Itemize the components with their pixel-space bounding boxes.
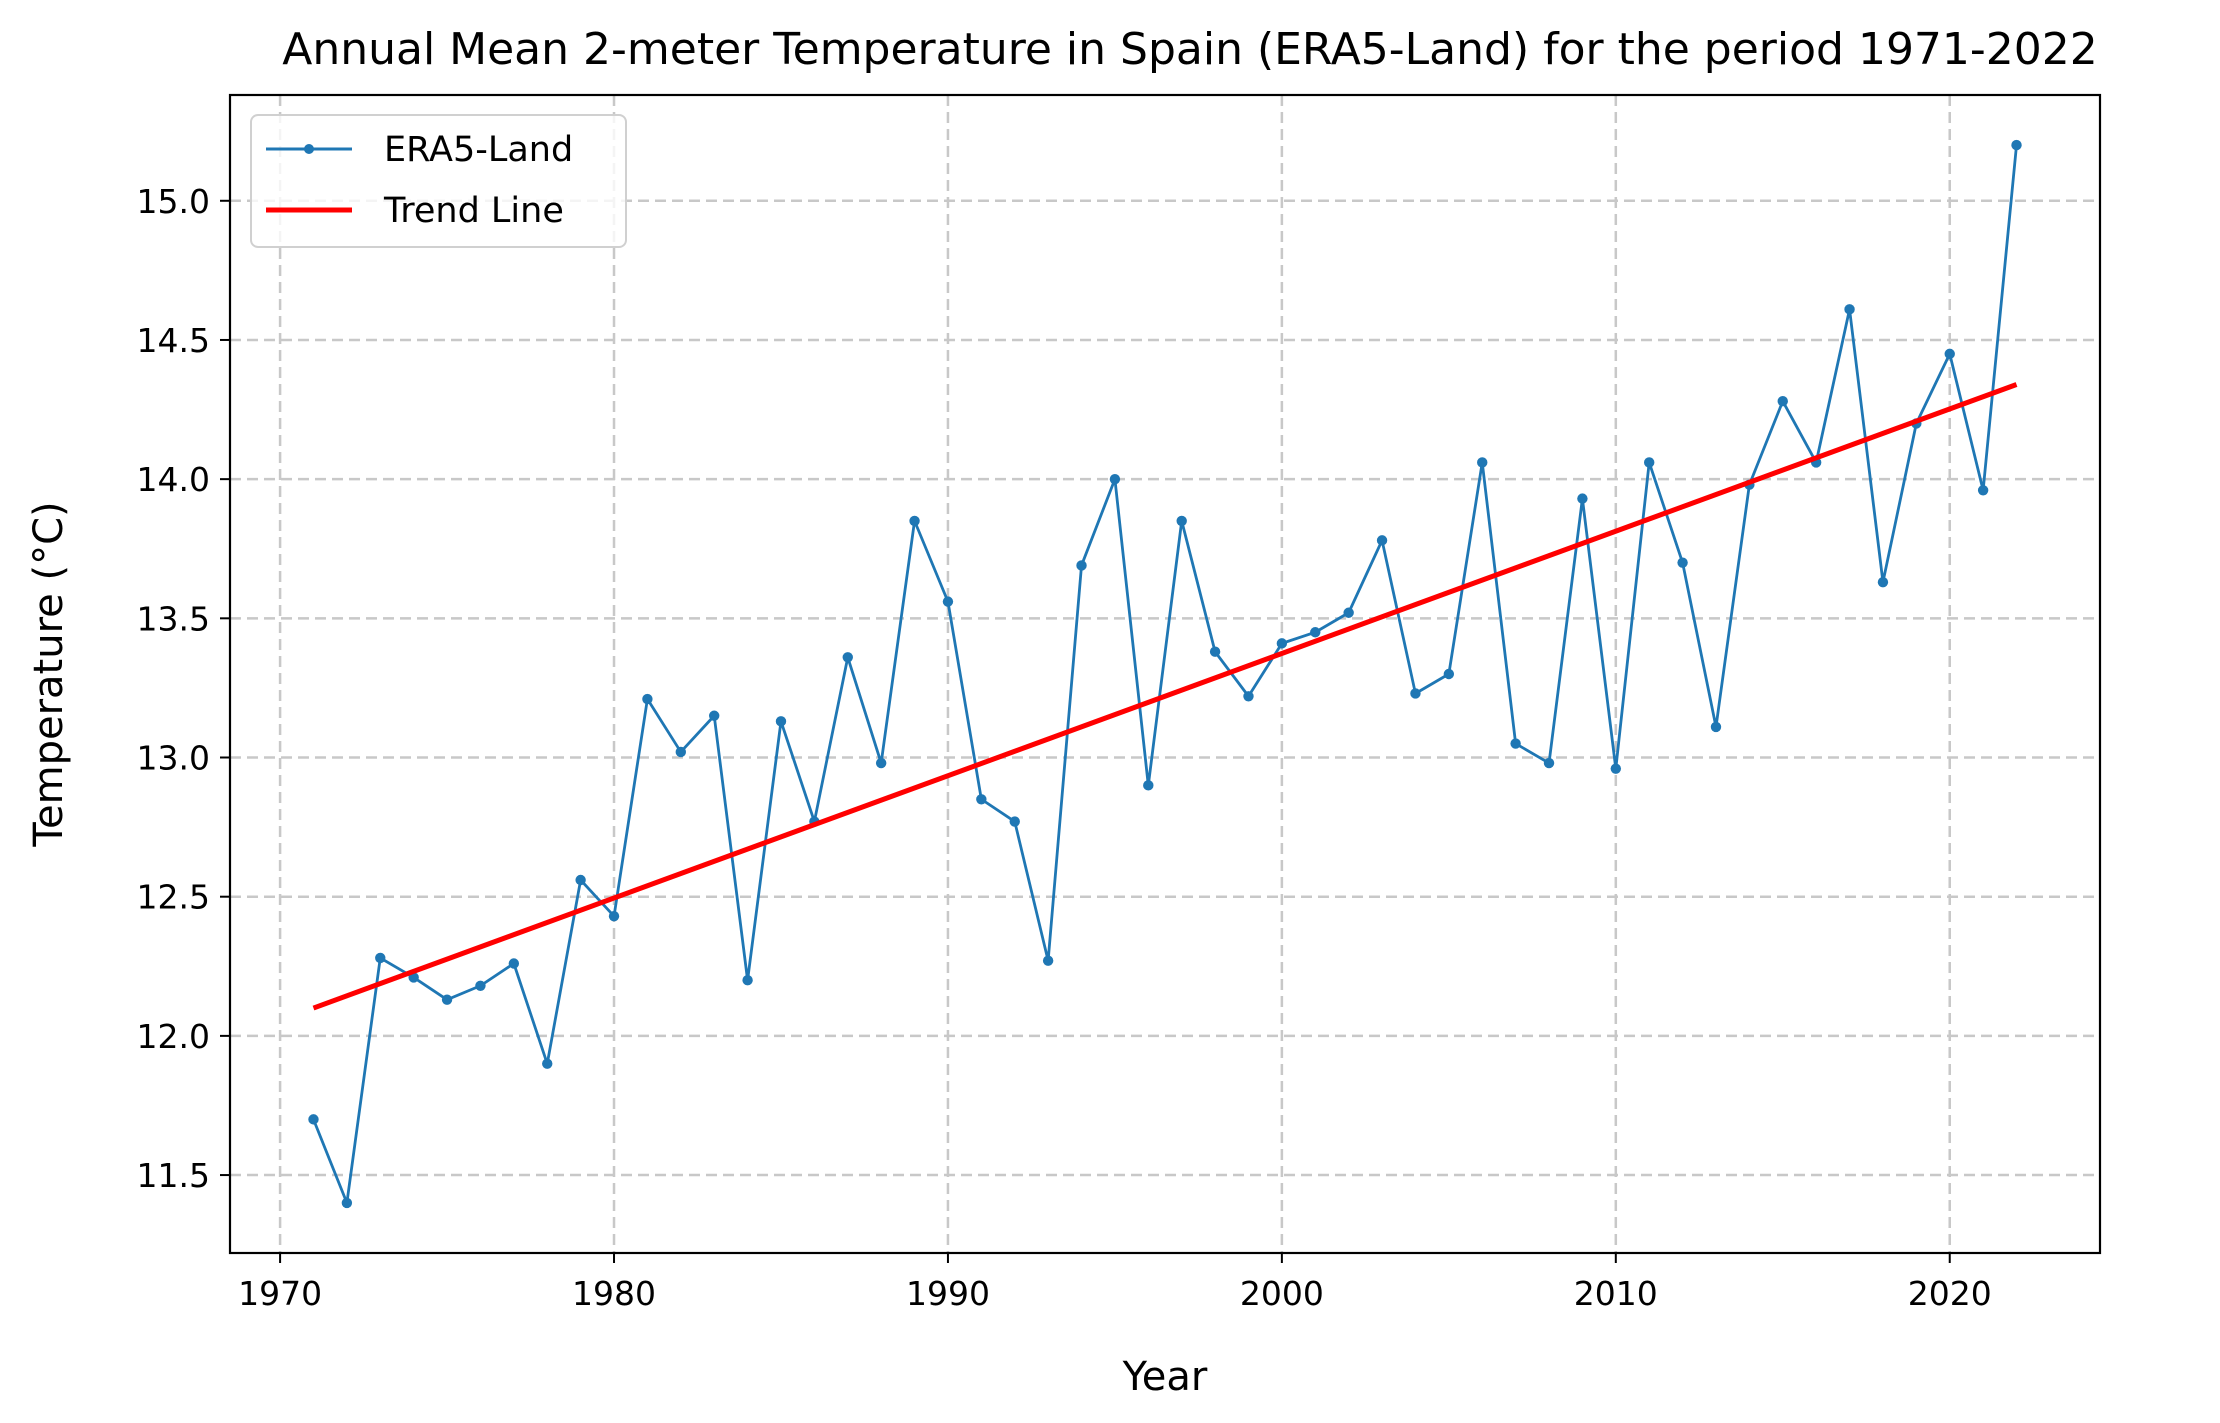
data-point-2017 xyxy=(1844,304,1855,315)
data-point-2020 xyxy=(1944,348,1955,360)
data-point-2021 xyxy=(1977,485,1989,496)
y-tick-label: 14.0 xyxy=(137,460,210,499)
data-point-1975 xyxy=(441,994,453,1005)
data-point-2012 xyxy=(1677,557,1688,568)
data-point-1999 xyxy=(1243,691,1254,702)
data-point-2008 xyxy=(1543,757,1555,769)
data-point-2006 xyxy=(1477,457,1488,468)
data-point-1992 xyxy=(1009,816,1020,827)
data-point-1988 xyxy=(875,757,887,769)
data-point-2000 xyxy=(1276,638,1288,649)
data-point-1990 xyxy=(942,596,954,607)
x-tick-label: 1970 xyxy=(238,1274,322,1313)
y-tick-label: 12.0 xyxy=(137,1017,210,1056)
data-point-2015 xyxy=(1777,396,1788,407)
data-point-2004 xyxy=(1410,688,1421,699)
legend-label-trend-line: Trend Line xyxy=(383,191,564,231)
x-tick-label: 2010 xyxy=(1574,1274,1658,1313)
data-point-1980 xyxy=(608,910,620,922)
data-point-1987 xyxy=(842,652,853,663)
x-axis-label: Year xyxy=(1122,1354,1208,1400)
data-point-1993 xyxy=(1042,955,1054,966)
data-point-1982 xyxy=(675,746,687,758)
data-point-2007 xyxy=(1510,738,1521,749)
x-tick-label: 1990 xyxy=(906,1274,990,1313)
data-point-1977 xyxy=(508,958,520,969)
data-point-1985 xyxy=(775,716,787,727)
data-point-1998 xyxy=(1209,646,1221,657)
data-point-1995 xyxy=(1109,473,1121,485)
data-point-1991 xyxy=(976,794,987,805)
legend: ERA5-Land Trend Line xyxy=(250,114,627,248)
legend-label-era5-land: ERA5-Land xyxy=(384,130,573,170)
y-tick-label: 12.5 xyxy=(137,878,210,917)
x-tick-label: 2020 xyxy=(1908,1274,1992,1313)
plot-series xyxy=(308,139,2022,1209)
plot-frame xyxy=(228,93,2102,1255)
data-point-2022 xyxy=(2011,139,2022,151)
data-point-2009 xyxy=(1577,493,1588,504)
legend-marker-era5-land xyxy=(304,144,314,154)
data-point-2010 xyxy=(1610,763,1622,774)
y-tick-label: 15.0 xyxy=(137,182,210,221)
chart-title: Annual Mean 2-meter Temperature in Spain… xyxy=(282,24,2098,75)
data-point-1976 xyxy=(475,980,486,991)
data-point-1983 xyxy=(708,710,720,721)
series-line-trend-line xyxy=(312,382,2018,1011)
data-point-1996 xyxy=(1143,780,1154,791)
data-point-2001 xyxy=(1310,627,1321,638)
y-tick-label: 11.5 xyxy=(137,1156,210,1195)
y-tick-label: 13.5 xyxy=(137,599,210,638)
data-point-1997 xyxy=(1176,515,1187,527)
data-point-1978 xyxy=(542,1058,553,1069)
data-point-2003 xyxy=(1376,535,1388,546)
data-point-1981 xyxy=(642,693,653,705)
y-tick-label: 14.5 xyxy=(137,321,210,360)
y-axis-label: Temperature (°C) xyxy=(26,501,72,847)
data-point-2011 xyxy=(1643,457,1655,468)
data-point-2005 xyxy=(1443,668,1455,680)
data-point-1979 xyxy=(575,874,586,886)
data-point-1973 xyxy=(375,952,386,964)
x-tick-label: 2000 xyxy=(1240,1274,1324,1313)
data-point-1989 xyxy=(909,515,920,527)
data-point-1972 xyxy=(341,1197,353,1209)
data-point-1984 xyxy=(742,975,753,986)
data-point-1994 xyxy=(1076,560,1087,571)
data-point-2002 xyxy=(1343,607,1354,618)
data-point-2018 xyxy=(1877,576,1889,588)
series-line-era5-land xyxy=(312,144,2018,1205)
y-tick-label: 13.0 xyxy=(137,739,210,778)
data-point-1971 xyxy=(308,1114,319,1125)
data-point-2013 xyxy=(1710,721,1722,733)
axis-ticks: 1970 1980 1990 2000 2010 2020 11.5 12.0 12.5 13.0… xyxy=(137,182,1992,1313)
x-tick-label: 1980 xyxy=(572,1274,656,1313)
